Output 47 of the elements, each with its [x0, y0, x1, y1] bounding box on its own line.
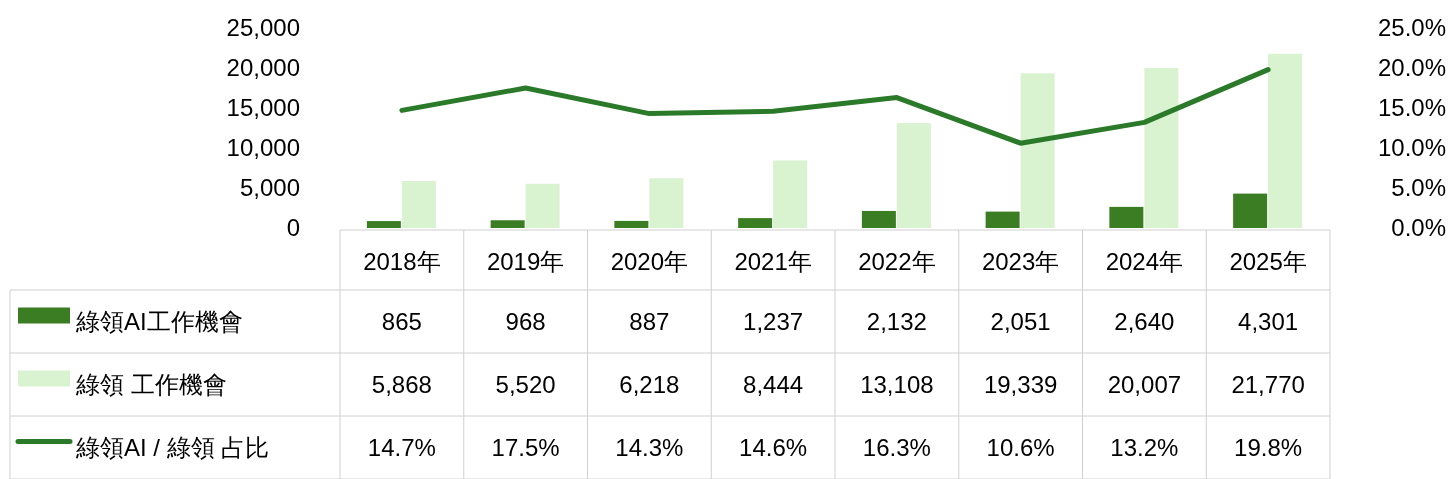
y2-tick-label: 25.0%: [1377, 14, 1446, 41]
data-label: 865: [381, 307, 422, 335]
data-label: 21,770: [1231, 370, 1305, 398]
data-label: 4,301: [1238, 307, 1299, 335]
data-label: 5,868: [371, 370, 432, 398]
y-tick-label: 10,000: [226, 134, 300, 161]
y2-tick-label: 20.0%: [1377, 54, 1446, 81]
y-tick-label: 0: [286, 214, 300, 241]
x-tick-label: 2025年: [1229, 248, 1307, 275]
data-label: 5,520: [495, 370, 556, 398]
data-label: 19,339: [983, 370, 1058, 398]
y2-tick-label: 15.0%: [1377, 94, 1446, 121]
data-label: 8,444: [743, 370, 804, 398]
data-label: 2,051: [990, 307, 1051, 335]
data-label: 14.6%: [739, 433, 808, 461]
y-tick-label: 20,000: [226, 54, 300, 81]
x-tick-label: 2024年: [1105, 248, 1184, 275]
data-label: 2,132: [866, 307, 927, 335]
y2-tick-label: 0.0%: [1391, 214, 1446, 241]
x-tick-label: 2018年: [363, 248, 441, 275]
x-tick-label: 2020年: [610, 248, 689, 275]
y-tick-label: 25,000: [226, 14, 300, 41]
data-label: 887: [629, 307, 670, 335]
x-tick-label: 2021年: [734, 248, 812, 275]
y-tick-label: 5,000: [239, 174, 300, 201]
data-label: 10.6%: [986, 433, 1055, 461]
data-label: 13.2%: [1110, 433, 1179, 461]
legend-label: 綠領 工作機會: [75, 370, 227, 398]
legend-label: 綠領AI工作機會: [75, 307, 243, 335]
data-label: 14.3%: [615, 433, 684, 461]
x-tick-label: 2019年: [486, 248, 565, 275]
x-tick-label: 2022年: [858, 248, 936, 275]
y2-tick-label: 5.0%: [1391, 174, 1446, 201]
data-label: 16.3%: [862, 433, 931, 461]
data-label: 1,237: [743, 307, 804, 335]
data-label: 14.7%: [367, 433, 436, 461]
y-tick-label: 15,000: [226, 94, 300, 121]
data-label: 20,007: [1107, 370, 1182, 398]
legend-label: 綠領AI / 綠領 占比: [75, 433, 270, 461]
data-label: 2,640: [1114, 307, 1175, 335]
data-label: 13,108: [860, 370, 934, 398]
data-label: 6,218: [619, 370, 680, 398]
y2-tick-label: 10.0%: [1377, 134, 1446, 161]
data-label: 19.8%: [1234, 433, 1303, 461]
data-label: 17.5%: [491, 433, 560, 461]
data-label: 968: [505, 307, 546, 335]
x-tick-label: 2023年: [981, 248, 1060, 275]
